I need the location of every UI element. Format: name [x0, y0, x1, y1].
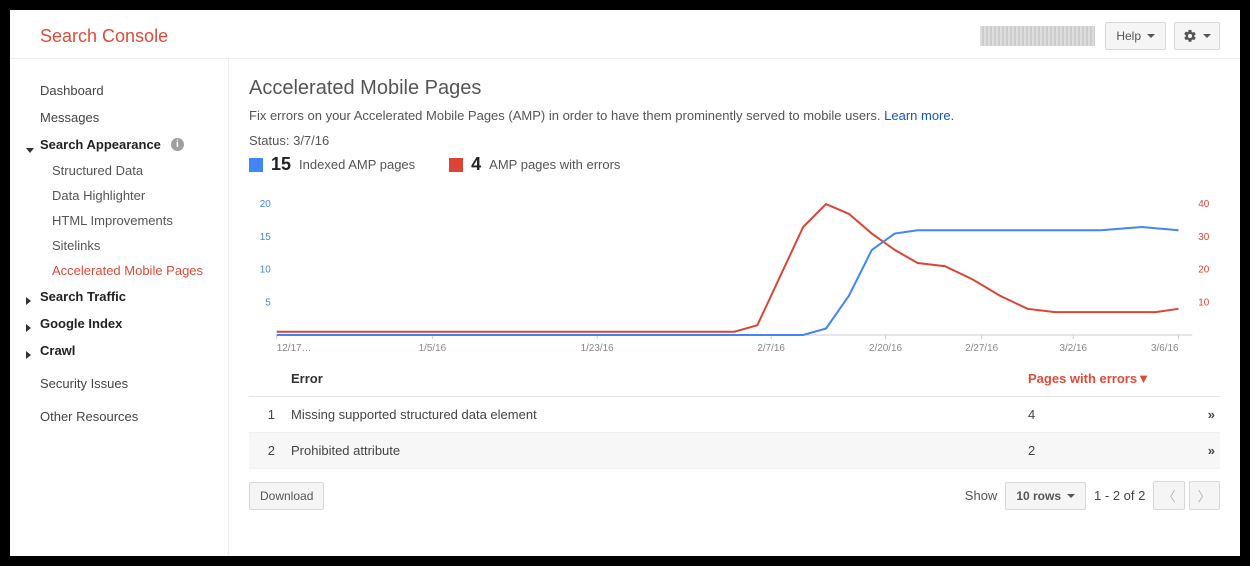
table-footer: Download Show 10 rows 1 - 2 of 2 〈 〉 [249, 469, 1220, 510]
sidebar-item-sitelinks[interactable]: Sitelinks [10, 233, 228, 258]
svg-text:1/5/16: 1/5/16 [419, 343, 447, 354]
svg-text:2/20/16: 2/20/16 [869, 343, 902, 354]
svg-text:12/17…: 12/17… [277, 343, 312, 354]
sidebar-group-label: Search Traffic [40, 289, 126, 304]
gear-icon [1183, 29, 1197, 43]
sidebar-group-google-index[interactable]: Google Index [10, 310, 228, 337]
table-row[interactable]: 1Missing supported structured data eleme… [249, 397, 1220, 433]
sidebar-item-html-improvements[interactable]: HTML Improvements [10, 208, 228, 233]
svg-text:2/7/16: 2/7/16 [757, 343, 785, 354]
download-button[interactable]: Download [249, 482, 324, 510]
chevron-right-icon: » [1208, 443, 1212, 458]
settings-button[interactable] [1174, 22, 1220, 50]
sidebar-item-data-highlighter[interactable]: Data Highlighter [10, 183, 228, 208]
chevron-right-icon: » [1208, 407, 1212, 422]
sidebar-item-amp[interactable]: Accelerated Mobile Pages [10, 258, 228, 283]
prev-page-button[interactable]: 〈 [1153, 481, 1184, 510]
legend-count-indexed: 15 [271, 154, 291, 175]
page-title: Accelerated Mobile Pages [249, 77, 1220, 100]
row-pages: 2 [1020, 433, 1190, 469]
col-expand [1190, 361, 1220, 397]
brand[interactable]: Search Console [40, 26, 168, 47]
legend-label-indexed: Indexed AMP pages [299, 157, 415, 172]
svg-text:20: 20 [1198, 265, 1209, 276]
row-index: 1 [249, 397, 283, 433]
svg-text:3/6/16: 3/6/16 [1151, 343, 1179, 354]
chart: 5 10 15 20 10 20 30 40 12/17… 1/5/16 1/23/16 2/7/16… [249, 185, 1220, 355]
col-index [249, 361, 283, 397]
row-pages: 4 [1020, 397, 1190, 433]
page-subtitle: Fix errors on your Accelerated Mobile Pa… [249, 108, 1220, 123]
sidebar-item-dashboard[interactable]: Dashboard [10, 77, 228, 104]
sidebar-group-search-appearance[interactable]: Search Appearance i [10, 131, 228, 158]
sidebar-group-label: Search Appearance [40, 137, 161, 152]
table-row[interactable]: 2Prohibited attribute2 » [249, 433, 1220, 469]
topbar: Search Console Help [10, 10, 1240, 58]
status-label: Status: [249, 133, 289, 148]
caret-right-icon [26, 297, 31, 305]
sidebar-item-security-issues[interactable]: Security Issues [10, 370, 228, 397]
help-button-label: Help [1116, 29, 1141, 43]
legend-count-errors: 4 [471, 154, 481, 175]
errors-table: Error Pages with errors▼ 1Missing suppor… [249, 361, 1220, 469]
subtitle-text: Fix errors on your Accelerated Mobile Pa… [249, 108, 881, 123]
legend-label-errors: AMP pages with errors [489, 157, 620, 172]
status-date: 3/7/16 [293, 133, 329, 148]
svg-text:15: 15 [260, 232, 271, 243]
main-content: Accelerated Mobile Pages Fix errors on y… [228, 58, 1240, 556]
svg-text:10: 10 [260, 265, 271, 276]
svg-text:2/27/16: 2/27/16 [965, 343, 998, 354]
svg-text:3/2/16: 3/2/16 [1059, 343, 1087, 354]
row-index: 2 [249, 433, 283, 469]
sidebar-group-label: Crawl [40, 343, 75, 358]
sidebar-item-structured-data[interactable]: Structured Data [10, 158, 228, 183]
sidebar-group-crawl[interactable]: Crawl [10, 337, 228, 364]
next-page-button[interactable]: 〉 [1189, 481, 1220, 510]
svg-text:20: 20 [260, 199, 271, 210]
status-line: Status: 3/7/16 [249, 133, 1220, 148]
caret-right-icon [26, 324, 31, 332]
chart-legend: 15 Indexed AMP pages 4 AMP pages with er… [249, 154, 1220, 175]
pagination-label: 1 - 2 of 2 [1094, 488, 1145, 503]
row-error: Prohibited attribute [283, 433, 1020, 469]
account-identifier[interactable] [980, 26, 1095, 46]
col-error[interactable]: Error [283, 361, 1020, 397]
svg-text:40: 40 [1198, 199, 1209, 210]
svg-text:1/23/16: 1/23/16 [581, 343, 614, 354]
show-label: Show [965, 488, 998, 503]
row-expand[interactable]: » [1190, 433, 1220, 469]
sidebar-item-other-resources[interactable]: Other Resources [10, 403, 228, 430]
rows-selector[interactable]: 10 rows [1005, 482, 1086, 510]
legend-swatch-errors [449, 158, 463, 172]
row-error: Missing supported structured data elemen… [283, 397, 1020, 433]
info-icon[interactable]: i [171, 138, 184, 151]
row-expand[interactable]: » [1190, 397, 1220, 433]
svg-text:10: 10 [1198, 297, 1209, 308]
caret-down-icon [26, 148, 34, 153]
learn-more-link[interactable]: Learn more. [884, 108, 954, 123]
col-pages-with-errors[interactable]: Pages with errors▼ [1020, 361, 1190, 397]
caret-right-icon [26, 351, 31, 359]
sidebar-item-messages[interactable]: Messages [10, 104, 228, 131]
legend-swatch-indexed [249, 158, 263, 172]
rows-selector-value: 10 rows [1016, 489, 1061, 503]
svg-text:30: 30 [1198, 232, 1209, 243]
help-button[interactable]: Help [1105, 22, 1166, 50]
sidebar-group-search-traffic[interactable]: Search Traffic [10, 283, 228, 310]
sidebar-group-label: Google Index [40, 316, 122, 331]
sidebar: Dashboard Messages Search Appearance i S… [10, 58, 228, 556]
svg-text:5: 5 [265, 297, 271, 308]
